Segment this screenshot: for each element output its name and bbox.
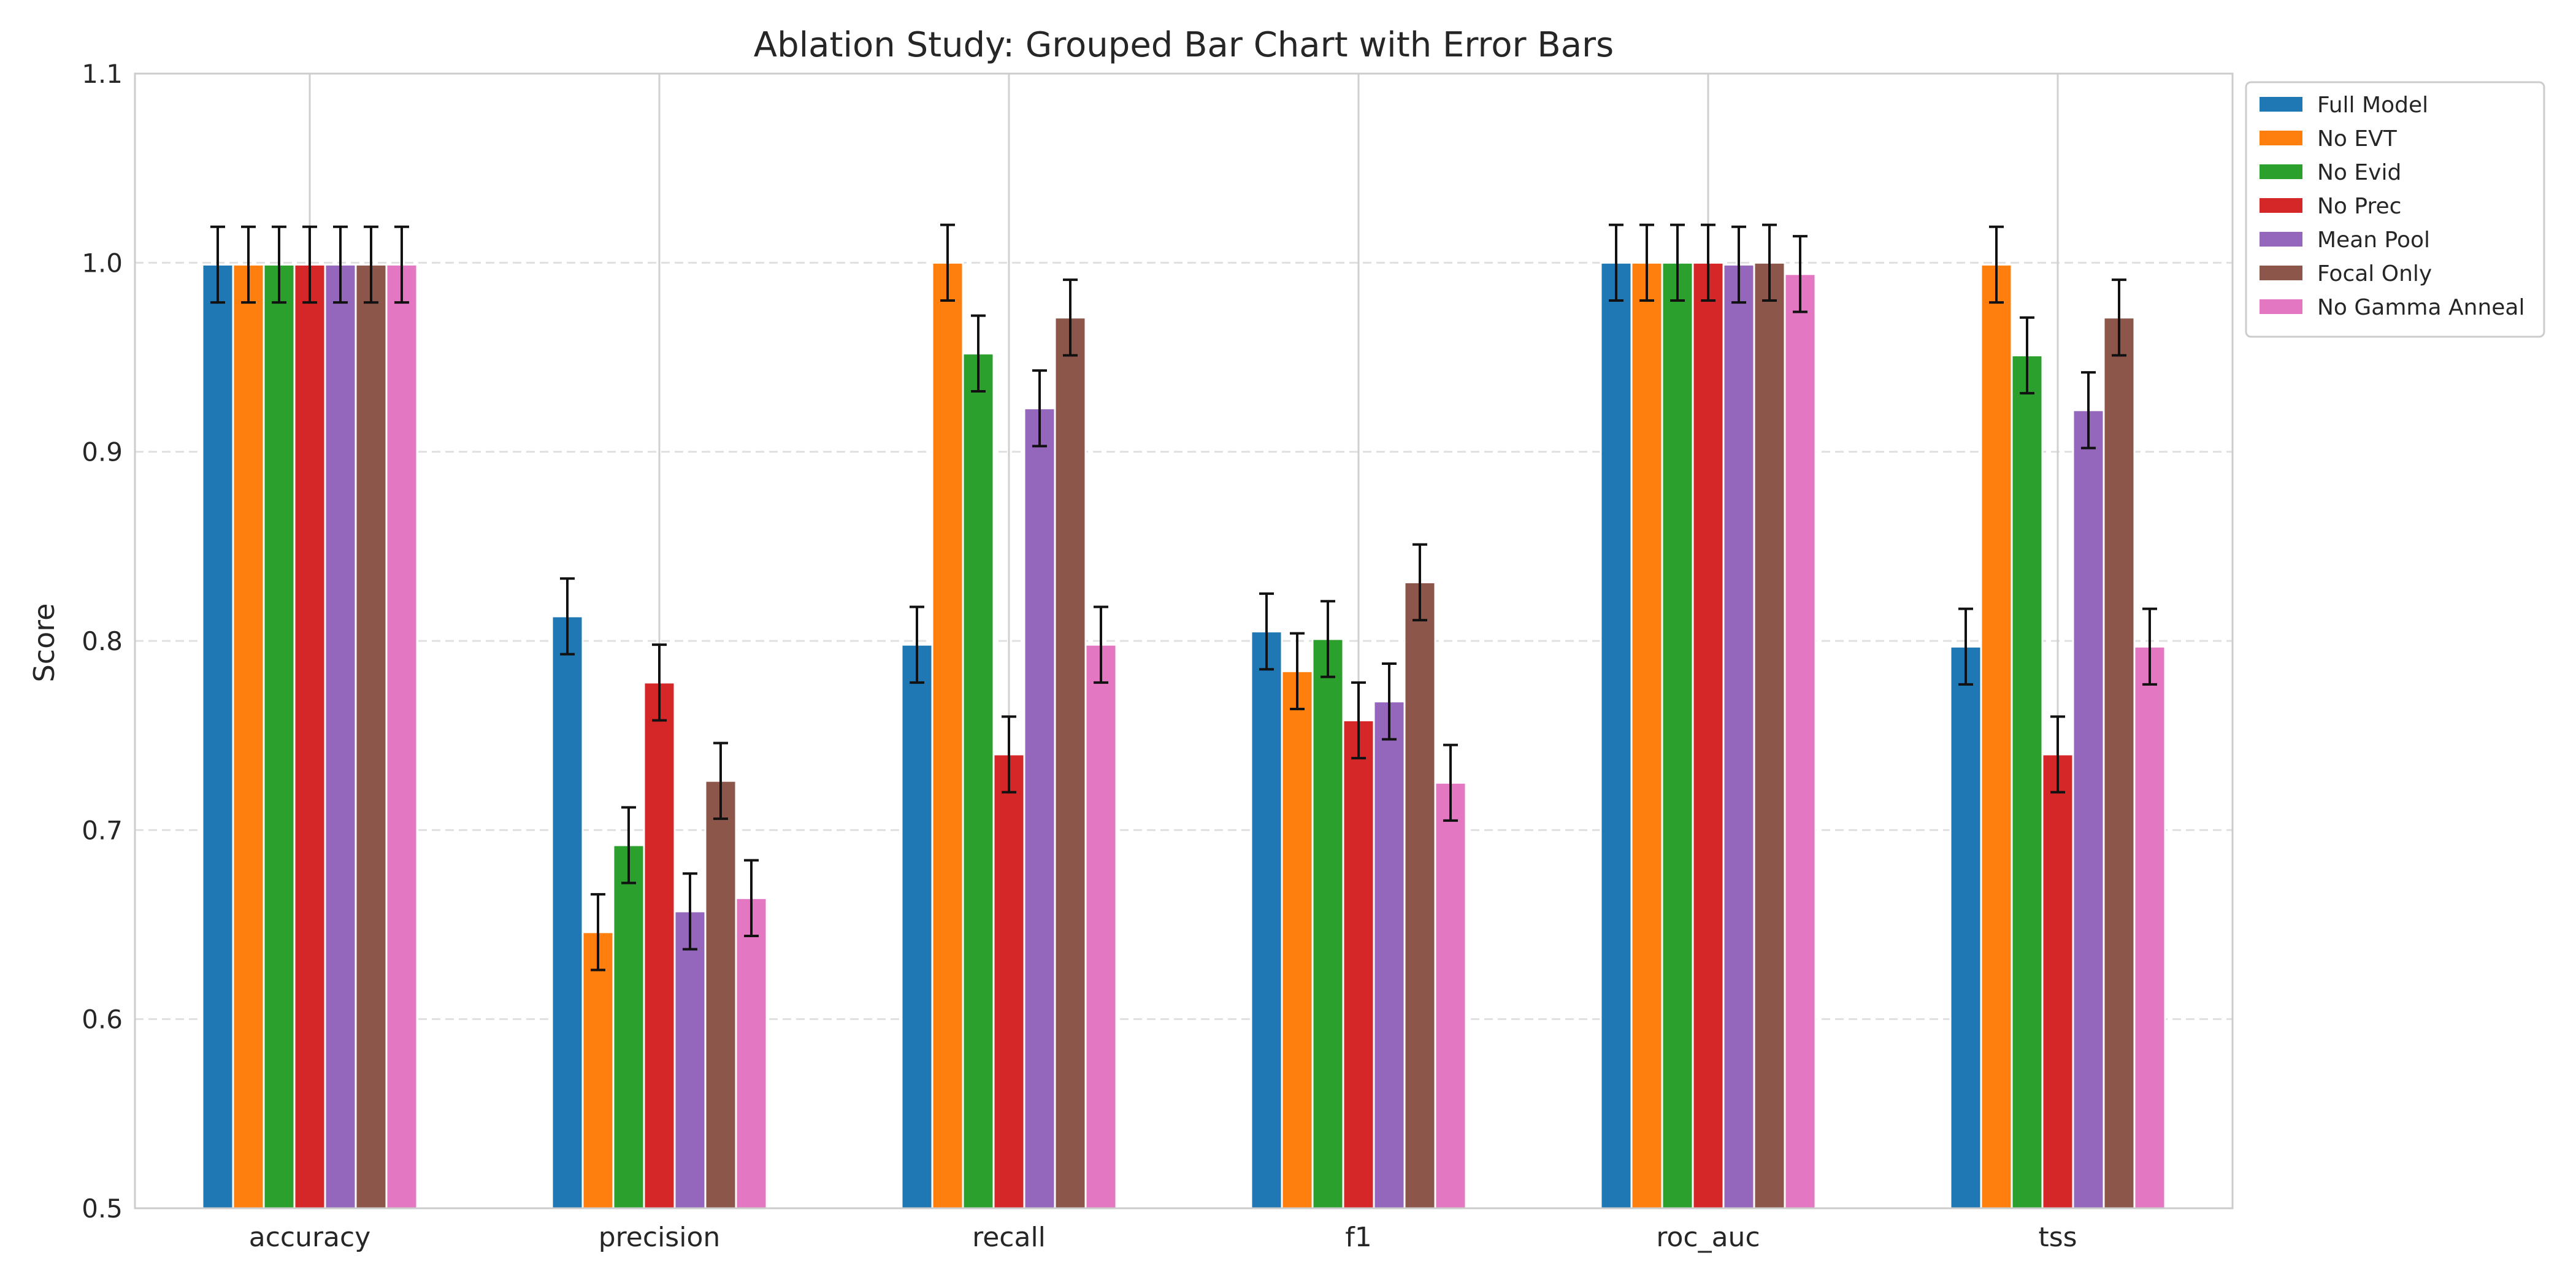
legend-swatch xyxy=(2260,131,2302,145)
legend-label: Focal Only xyxy=(2317,261,2432,286)
legend-label: No Evid xyxy=(2317,160,2401,185)
y-tick-label: 0.8 xyxy=(82,626,123,656)
bar xyxy=(2041,753,2074,1209)
y-tick-label: 0.9 xyxy=(82,437,123,467)
bar xyxy=(581,931,615,1209)
bar xyxy=(1434,781,1467,1209)
bar xyxy=(385,263,418,1209)
bar xyxy=(612,844,645,1209)
y-axis-label: Score xyxy=(28,604,61,683)
legend-label: Full Model xyxy=(2317,93,2428,118)
bar xyxy=(1403,581,1436,1209)
y-tick-label: 0.7 xyxy=(82,815,123,845)
x-tick-label: accuracy xyxy=(249,1222,371,1253)
legend-frame xyxy=(2245,81,2545,338)
y-tick-label: 1.1 xyxy=(82,59,123,89)
x-tick-label: precision xyxy=(599,1222,721,1253)
legend-label: Mean Pool xyxy=(2317,228,2430,253)
y-tick-label: 1.0 xyxy=(82,248,123,278)
bar xyxy=(293,263,326,1209)
x-tick-label: roc_auc xyxy=(1656,1222,1760,1253)
bar xyxy=(1342,719,1375,1209)
bar xyxy=(1023,407,1056,1209)
bar xyxy=(1692,261,1725,1209)
bar xyxy=(1784,273,1817,1209)
bar xyxy=(1600,261,1633,1209)
bar xyxy=(992,753,1025,1209)
chart-title: Ablation Study: Grouped Bar Chart with E… xyxy=(754,25,1614,65)
bar xyxy=(1722,263,1755,1209)
bar xyxy=(201,263,234,1209)
error-bars-layer xyxy=(210,223,2157,972)
x-tick-label: tss xyxy=(2038,1222,2077,1253)
y-tick-labels: 0.5 0.6 0.7 0.8 0.9 1.0 1.1 xyxy=(82,59,123,1224)
legend-swatch xyxy=(2260,164,2302,179)
bar xyxy=(1250,631,1283,1209)
legend-label: No Prec xyxy=(2317,194,2401,219)
legend-label: No Gamma Anneal xyxy=(2317,295,2524,320)
bar xyxy=(735,897,768,1209)
bar xyxy=(2103,316,2136,1209)
bar xyxy=(232,263,265,1209)
bars-layer xyxy=(201,261,2166,1209)
legend-swatch xyxy=(2260,97,2302,112)
legend-swatch xyxy=(2260,266,2302,280)
bar xyxy=(1949,645,1982,1209)
bar xyxy=(962,352,995,1209)
y-tick-label: 0.5 xyxy=(82,1194,123,1224)
bar xyxy=(1980,263,2013,1209)
bar xyxy=(1084,643,1117,1209)
bar xyxy=(324,263,357,1209)
bar xyxy=(355,263,388,1209)
bar xyxy=(1373,700,1406,1209)
x-tick-label: f1 xyxy=(1345,1222,1371,1253)
legend-swatch xyxy=(2260,198,2302,213)
plot-frame xyxy=(134,72,2234,1209)
bar xyxy=(704,780,737,1209)
bar xyxy=(551,615,584,1209)
bar xyxy=(2011,354,2044,1209)
legend-swatch xyxy=(2260,232,2302,247)
bar xyxy=(931,261,964,1209)
bar xyxy=(2072,409,2105,1209)
y-tick-label: 0.6 xyxy=(82,1005,123,1035)
bar xyxy=(1311,638,1344,1209)
legend-label: No EVT xyxy=(2317,126,2398,151)
x-tick-labels: accuracy precision recall f1 roc_auc tss xyxy=(249,1222,2077,1253)
bar xyxy=(2133,645,2166,1209)
bar xyxy=(1054,316,1087,1209)
legend: Full Model No EVT No Evid No Prec Mean Pool F… xyxy=(2245,81,2545,338)
legend-swatch xyxy=(2260,299,2302,314)
bar xyxy=(900,643,933,1209)
bar xyxy=(1281,670,1314,1209)
bar xyxy=(1753,261,1786,1209)
x-tick-label: recall xyxy=(972,1222,1046,1253)
bar xyxy=(263,263,296,1209)
bar xyxy=(643,681,676,1209)
bar xyxy=(673,910,707,1209)
bar xyxy=(1661,261,1694,1209)
bar xyxy=(1630,261,1663,1209)
